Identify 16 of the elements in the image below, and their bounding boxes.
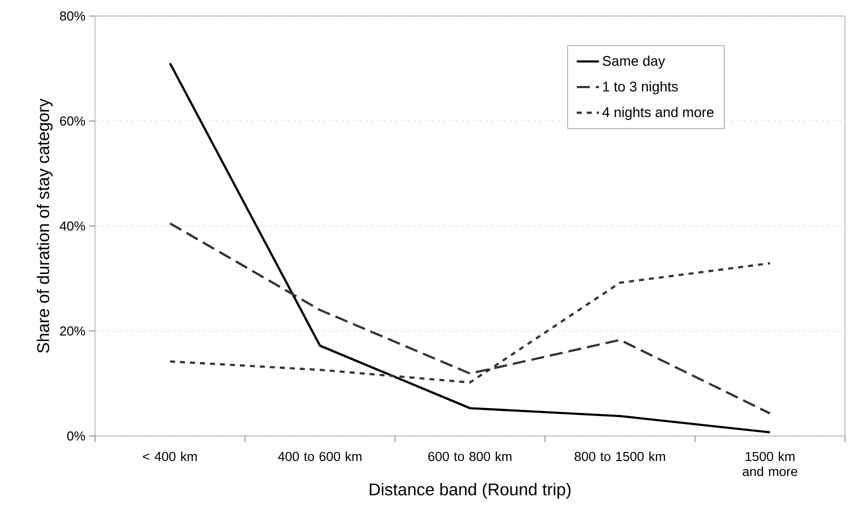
x-axis-title: Distance band (Round trip) (370, 482, 570, 499)
legend-label: Same day (602, 56, 666, 69)
legend-label: 1 to 3 nights (603, 81, 678, 94)
x-tick-label: 600 to 800 km (428, 452, 512, 462)
y-tick-label: 80% (60, 11, 86, 21)
x-tick-label: < 400 km (143, 452, 197, 462)
x-tick-label: 400 to 600 km (278, 452, 362, 462)
y-tick-label: 60% (60, 116, 86, 126)
y-axis-title: Share of duration of stay category (36, 98, 53, 353)
y-tick-label: 0% (67, 431, 86, 441)
x-tick-label: 800 to 1500 km (574, 452, 666, 462)
x-tick-label: 1500 km and more (742, 452, 798, 476)
y-tick-label: 40% (60, 221, 86, 231)
y-tick-label: 20% (60, 326, 86, 336)
line-series (168, 222, 772, 415)
legend-label: 4 nights and more (602, 106, 714, 120)
